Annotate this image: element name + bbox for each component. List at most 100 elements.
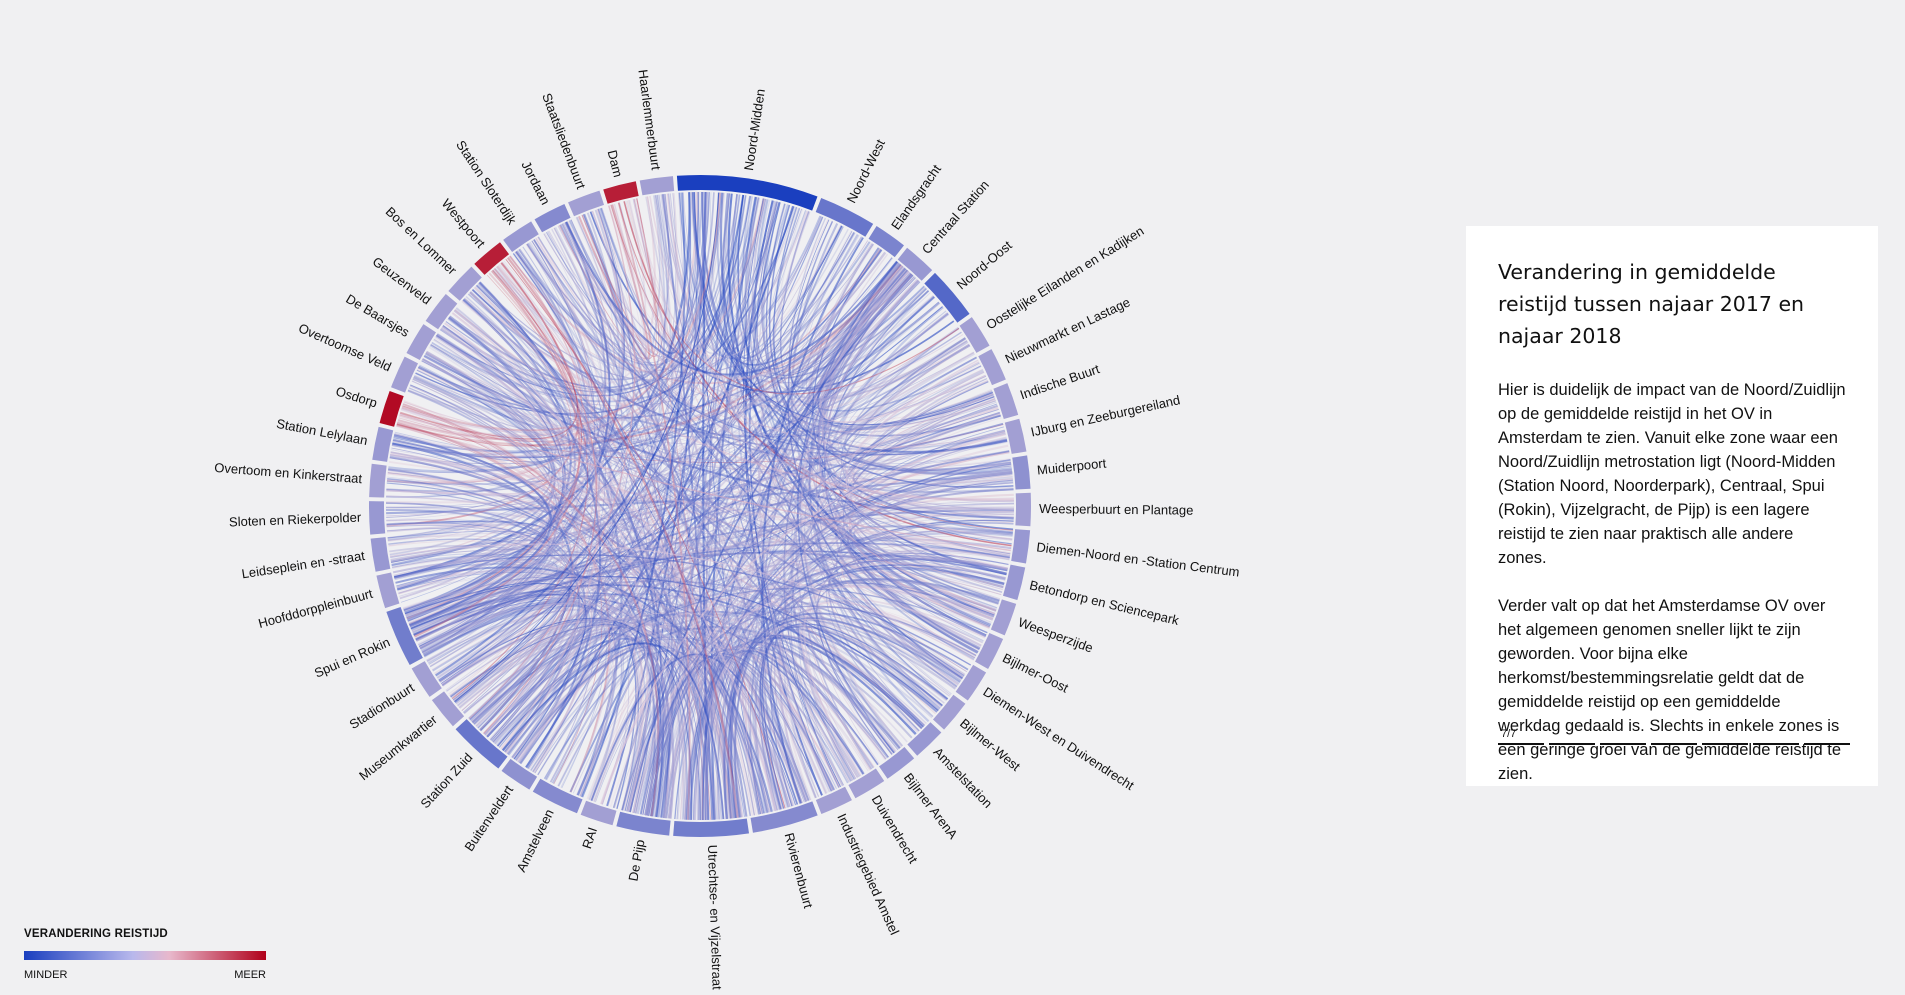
zone-arc[interactable]: [369, 501, 386, 535]
zone-arc[interactable]: [924, 272, 970, 323]
zone-label[interactable]: De Pijp: [625, 838, 647, 882]
zone-arc[interactable]: [411, 661, 442, 697]
zone-label[interactable]: Diemen-West en Duivendrecht: [980, 684, 1137, 793]
zone-label[interactable]: Weesperbuurt en Plantage: [1039, 501, 1194, 518]
zone-label[interactable]: Noord-Oost: [954, 237, 1015, 292]
zone-arc[interactable]: [907, 722, 942, 756]
zone-label[interactable]: Overtoom en Kinkerstraat: [214, 460, 363, 486]
zone-arc[interactable]: [879, 746, 915, 779]
zone-arc[interactable]: [1002, 564, 1026, 601]
zone-label[interactable]: Betondorp en Sciencepark: [1028, 577, 1181, 628]
zone-label[interactable]: Oostelijke Eilanden en Kadijken: [983, 223, 1146, 332]
zone-label[interactable]: Sloten en Riekerpolder: [229, 510, 362, 530]
zone-arc[interactable]: [455, 719, 508, 769]
step-segment[interactable]: [1549, 727, 1595, 745]
zone-arc[interactable]: [474, 242, 510, 275]
zone-arc[interactable]: [932, 694, 966, 730]
zone-label[interactable]: Leidseplein en -straat: [241, 548, 367, 581]
zone-label[interactable]: Noord-Midden: [741, 88, 768, 172]
zone-arc[interactable]: [993, 383, 1019, 419]
zone-arc[interactable]: [532, 778, 583, 814]
zone-arc[interactable]: [975, 632, 1004, 670]
step-segment[interactable]: [1804, 727, 1850, 745]
zone-arc[interactable]: [990, 599, 1017, 636]
zone-arc[interactable]: [848, 768, 885, 799]
zone-arc[interactable]: [580, 800, 617, 826]
zone-arc[interactable]: [815, 197, 874, 237]
zone-arc[interactable]: [379, 390, 404, 427]
zone-label[interactable]: Dam: [605, 148, 626, 178]
zone-label[interactable]: Jordaan: [518, 158, 553, 207]
zone-arc[interactable]: [372, 426, 394, 462]
zone-arc[interactable]: [603, 181, 639, 204]
zone-label[interactable]: Utrechtse- en Vijzelstraat: [705, 845, 725, 991]
zone-label[interactable]: Staatsliedenbuurt: [539, 91, 589, 191]
zone-label[interactable]: Geuzenveld: [370, 254, 434, 308]
zone-arc[interactable]: [376, 572, 400, 609]
chord-ribbon: [515, 191, 699, 761]
zone-arc[interactable]: [1011, 529, 1031, 564]
step-segment[interactable]: [1600, 727, 1646, 745]
zone-arc[interactable]: [1015, 492, 1031, 527]
zone-arc[interactable]: [406, 324, 436, 360]
zone-arc[interactable]: [673, 818, 750, 837]
zone-arc[interactable]: [1004, 418, 1027, 454]
zone-arc[interactable]: [868, 226, 904, 258]
zone-arc[interactable]: [676, 175, 818, 211]
zone-arc[interactable]: [369, 463, 387, 498]
zone-arc[interactable]: [897, 247, 933, 281]
zone-label[interactable]: Spui en Rokin: [312, 634, 392, 680]
zone-label[interactable]: IJburg en Zeeburgereiland: [1029, 392, 1181, 439]
step-segment[interactable]: [1753, 727, 1799, 745]
zone-label[interactable]: De Baarsjes: [343, 291, 412, 340]
zone-label[interactable]: Bijlmer ArenA: [901, 770, 961, 842]
zone-arc[interactable]: [386, 607, 423, 666]
zone-label[interactable]: Buitenveldert: [461, 782, 516, 854]
zone-arc[interactable]: [501, 758, 538, 790]
zone-label[interactable]: Muiderpoort: [1036, 456, 1107, 478]
zone-label[interactable]: Noord-West: [844, 137, 888, 206]
chord-ribbon: [461, 199, 647, 385]
zone-arc[interactable]: [959, 317, 990, 353]
zone-label[interactable]: Bijlmer-Oost: [1000, 650, 1071, 696]
step-segment[interactable]: 7/7: [1498, 727, 1544, 745]
zone-label[interactable]: Diemen-Noord en -Station Centrum: [1036, 539, 1241, 579]
zone-arc[interactable]: [503, 221, 539, 252]
chord-ribbon: [407, 325, 564, 620]
zone-arc[interactable]: [750, 801, 818, 833]
zone-arc[interactable]: [370, 537, 391, 572]
zone-label[interactable]: Station Zuid: [417, 750, 475, 811]
zone-label[interactable]: Rivierenbuurt: [782, 831, 817, 910]
zone-label[interactable]: RAI: [579, 825, 600, 850]
zone-label[interactable]: Bijlmer-West: [957, 716, 1023, 775]
zone-label[interactable]: Haarlemmerbuurt: [635, 69, 663, 172]
zone-arc[interactable]: [639, 176, 675, 196]
zone-label[interactable]: Hoofddorppleinbuurt: [257, 586, 375, 631]
step-progress[interactable]: 7/7: [1498, 727, 1850, 745]
zone-arc[interactable]: [815, 786, 852, 814]
zone-arc[interactable]: [534, 204, 571, 233]
zone-arc[interactable]: [568, 190, 605, 217]
zone-label[interactable]: Amstelstation: [930, 744, 995, 811]
zone-arc[interactable]: [425, 293, 458, 330]
zone-arc[interactable]: [955, 664, 987, 701]
zone-arc[interactable]: [431, 691, 465, 727]
zone-label[interactable]: Overtoomse Veld: [296, 320, 393, 374]
zone-arc[interactable]: [391, 356, 419, 393]
zone-label[interactable]: Indische Buurt: [1018, 361, 1102, 402]
zone-label[interactable]: Duivendrecht: [869, 792, 921, 866]
zone-label[interactable]: Station Lelylaan: [275, 416, 369, 448]
step-segment[interactable]: [1702, 727, 1748, 745]
zone-label[interactable]: Amstelveen: [513, 807, 556, 875]
zone-label[interactable]: Elandsgracht: [888, 161, 944, 232]
zone-label[interactable]: Weesperzijde: [1016, 614, 1095, 655]
zone-arc[interactable]: [1012, 455, 1031, 490]
zone-arc[interactable]: [448, 266, 482, 301]
zone-label[interactable]: Osdorp: [334, 383, 379, 410]
zone-arc[interactable]: [978, 349, 1006, 386]
zone-label[interactable]: Westpoort: [439, 196, 489, 251]
step-segment[interactable]: [1651, 727, 1697, 745]
chord-ribbon: [404, 291, 572, 614]
zone-label[interactable]: Stadionbuurt: [347, 680, 418, 732]
zone-arc[interactable]: [616, 811, 671, 836]
